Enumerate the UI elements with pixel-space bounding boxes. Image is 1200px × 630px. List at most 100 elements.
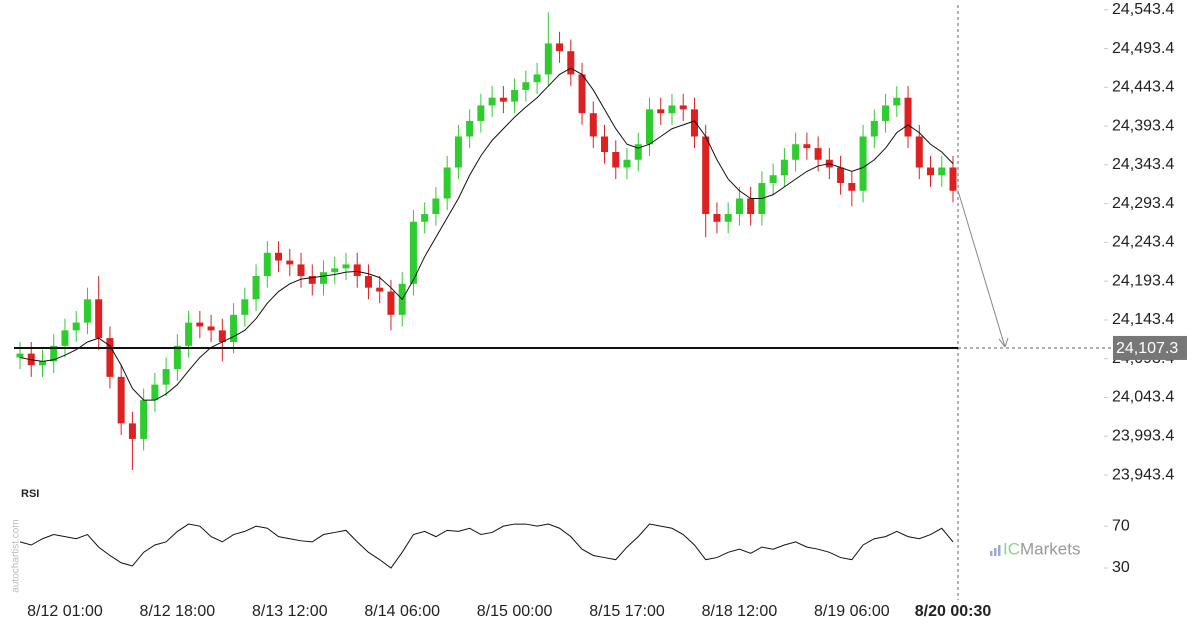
candle-body bbox=[533, 74, 541, 83]
candle-body bbox=[870, 120, 878, 137]
candle-body bbox=[567, 51, 575, 75]
candle-body bbox=[747, 198, 755, 215]
candle-body bbox=[207, 326, 215, 331]
candle-body bbox=[589, 113, 597, 137]
candle-body bbox=[454, 136, 462, 168]
candle-body bbox=[927, 167, 935, 176]
candle-body bbox=[106, 338, 114, 377]
candle-body bbox=[38, 361, 46, 366]
candle-body bbox=[657, 109, 665, 114]
y-tick-label: 24,393.4 bbox=[1112, 117, 1174, 134]
candle-body bbox=[690, 109, 698, 137]
x-tick-label: 8/19 06:00 bbox=[814, 603, 890, 620]
candle-body bbox=[488, 97, 496, 106]
candle-body bbox=[556, 43, 564, 52]
candle-body bbox=[241, 299, 249, 315]
candle-body bbox=[72, 322, 80, 331]
candle-body bbox=[185, 322, 193, 346]
candle-body bbox=[83, 299, 91, 323]
logo-name: Markets bbox=[1020, 539, 1080, 558]
candle-body bbox=[16, 353, 24, 358]
candle-body bbox=[848, 183, 856, 191]
candle-body bbox=[443, 167, 451, 199]
y-tick-label: 24,193.4 bbox=[1112, 272, 1174, 289]
candle-body bbox=[780, 159, 788, 176]
candle-body bbox=[230, 314, 238, 342]
y-tick-label: 23,943.4 bbox=[1112, 466, 1174, 483]
candle-body bbox=[218, 330, 226, 342]
candle-body bbox=[252, 276, 260, 300]
candle-body bbox=[893, 97, 901, 106]
candle-body bbox=[724, 214, 732, 222]
candle-body bbox=[466, 120, 474, 137]
y-tick-label: 24,243.4 bbox=[1112, 234, 1174, 251]
candle-body bbox=[792, 144, 800, 160]
candle-body bbox=[544, 43, 552, 75]
candle-body bbox=[151, 384, 159, 401]
candle-body bbox=[859, 136, 867, 191]
candle-body bbox=[634, 144, 642, 160]
candle-body bbox=[814, 148, 822, 160]
candle-body bbox=[511, 89, 519, 102]
y-tick-label: 24,293.4 bbox=[1112, 195, 1174, 212]
logo-prefix: IC bbox=[1003, 539, 1020, 558]
candle-body bbox=[162, 369, 170, 385]
candle-body bbox=[735, 198, 743, 215]
candle-body bbox=[938, 167, 946, 176]
x-tick-label: 8/18 12:00 bbox=[702, 603, 778, 620]
candle-body bbox=[320, 272, 328, 284]
rsi-line bbox=[19, 523, 954, 569]
candle-body bbox=[297, 264, 305, 277]
y-tick-label: 24,443.4 bbox=[1112, 79, 1174, 96]
candle-body bbox=[623, 159, 631, 168]
target-arrow bbox=[957, 190, 1006, 348]
y-tick-label: 24,543.4 bbox=[1112, 1, 1174, 18]
y-tick-label: 24,493.4 bbox=[1112, 40, 1174, 57]
candle-body bbox=[612, 151, 620, 168]
rsi-title: RSI bbox=[21, 488, 39, 500]
logo-bar bbox=[990, 551, 993, 556]
candle-body bbox=[477, 105, 485, 121]
target-arrow-head bbox=[998, 337, 1009, 348]
x-tick-label: 8/15 00:00 bbox=[477, 603, 553, 620]
candle-body bbox=[342, 264, 350, 269]
candle-body bbox=[275, 252, 283, 261]
y-tick-label: 24,143.4 bbox=[1112, 311, 1174, 328]
candle-body bbox=[769, 175, 777, 184]
x-tick-label: 8/14 06:00 bbox=[364, 603, 440, 620]
candle-body bbox=[196, 322, 204, 327]
candle-body bbox=[286, 260, 294, 265]
x-tick-label: 8/13 12:00 bbox=[252, 603, 328, 620]
candle-body bbox=[173, 345, 181, 370]
candle-body bbox=[578, 74, 586, 114]
y-tick-label: 24,043.4 bbox=[1112, 389, 1174, 406]
candle-body bbox=[61, 330, 69, 346]
x-tick-label: 8/12 18:00 bbox=[140, 603, 216, 620]
candle-body bbox=[499, 97, 507, 102]
candle-body bbox=[522, 82, 530, 90]
candle-body bbox=[803, 144, 811, 149]
candle-body bbox=[376, 287, 384, 292]
candle-body bbox=[882, 105, 890, 121]
rsi-tick-label: 70 bbox=[1112, 517, 1130, 534]
candle-body bbox=[702, 136, 710, 215]
candle-body bbox=[117, 376, 125, 424]
candle-body bbox=[679, 105, 687, 110]
logo-bar bbox=[994, 548, 997, 556]
price-label-box bbox=[1113, 335, 1187, 360]
candle-body bbox=[353, 264, 361, 277]
candle-body bbox=[308, 276, 316, 284]
candle-body bbox=[837, 167, 845, 184]
candle-body bbox=[331, 268, 339, 273]
x-tick-label: 8/15 17:00 bbox=[589, 603, 665, 620]
candle-body bbox=[915, 136, 923, 168]
candle-body bbox=[364, 276, 372, 288]
watermark: autochartist.com bbox=[11, 519, 22, 592]
rsi-tick-label: 30 bbox=[1112, 559, 1130, 576]
candle-body bbox=[421, 214, 429, 222]
candle-body bbox=[949, 167, 957, 191]
candle-body bbox=[645, 109, 653, 145]
candle-body bbox=[713, 214, 721, 222]
x-tick-label: 8/20 00:30 bbox=[915, 603, 992, 620]
